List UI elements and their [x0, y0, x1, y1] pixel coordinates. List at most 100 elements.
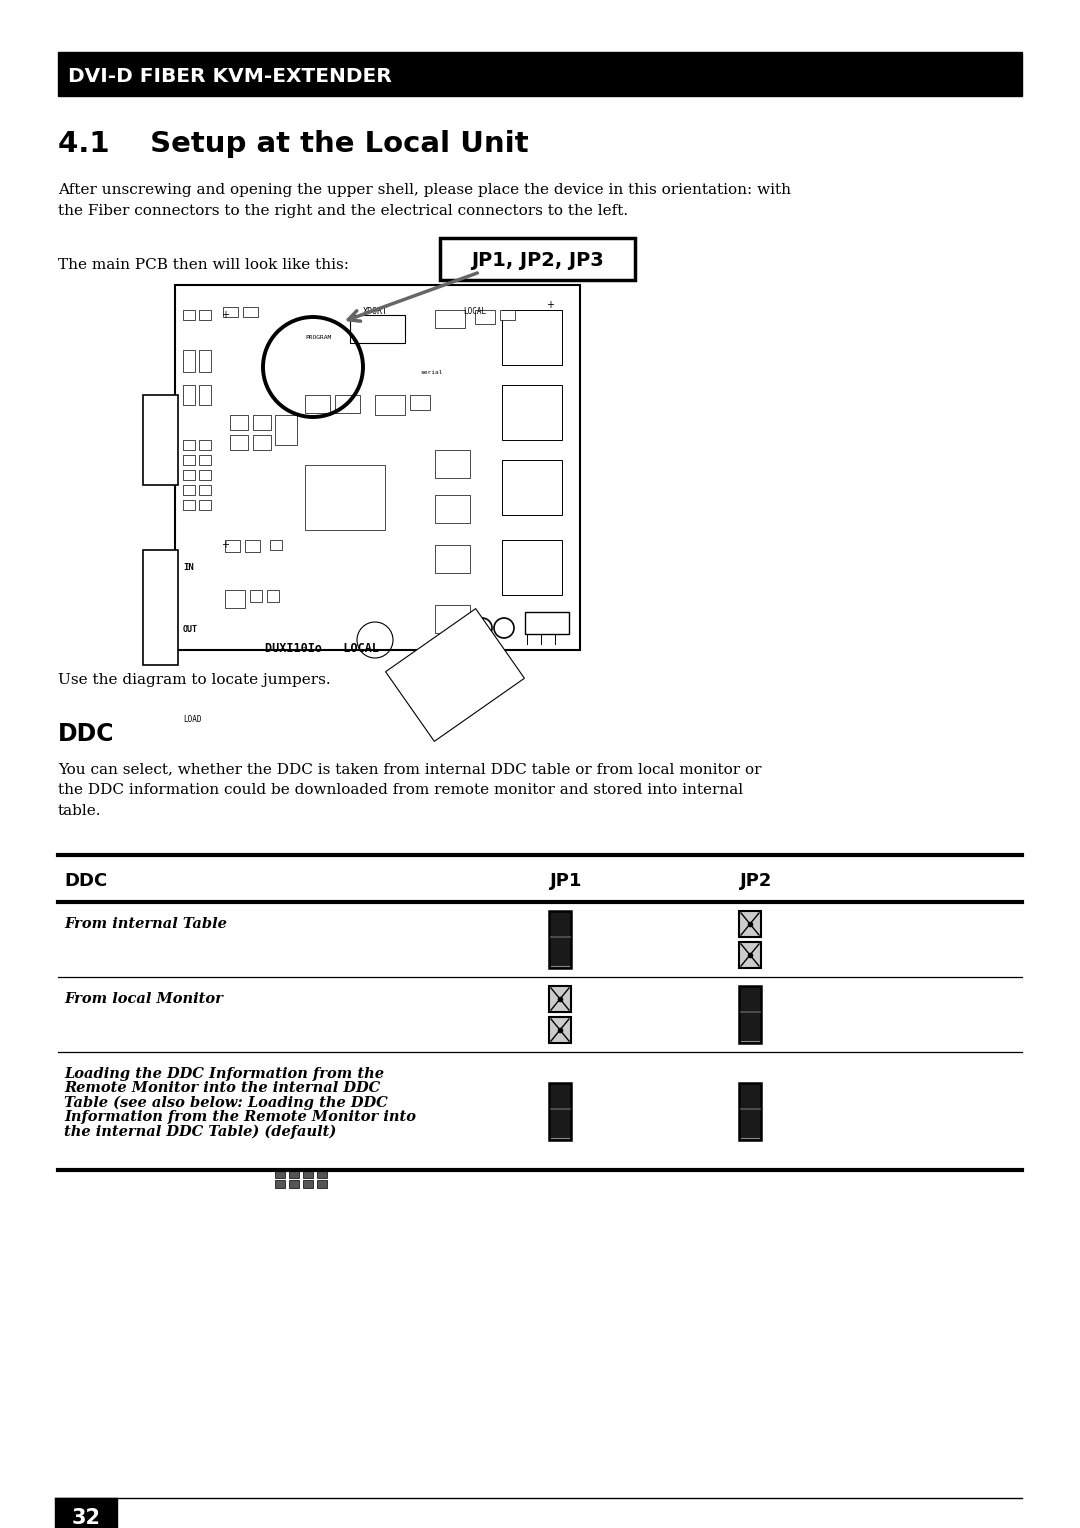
- Bar: [253, 416, 271, 429]
- Bar: [502, 385, 562, 440]
- Bar: [375, 396, 405, 416]
- Bar: [305, 465, 384, 530]
- Text: DDC: DDC: [58, 723, 114, 746]
- Text: LOAD: LOAD: [183, 715, 202, 724]
- Bar: [225, 539, 240, 552]
- Bar: [199, 310, 211, 319]
- Bar: [199, 471, 211, 480]
- Text: After unscrewing and opening the upper shell, please place the device in this or: After unscrewing and opening the upper s…: [58, 183, 791, 219]
- Bar: [270, 539, 282, 550]
- Bar: [289, 1170, 299, 1178]
- Bar: [199, 484, 211, 495]
- Bar: [435, 451, 470, 478]
- Bar: [549, 1018, 571, 1044]
- Text: +: +: [546, 299, 554, 310]
- Bar: [245, 539, 260, 552]
- Bar: [183, 455, 195, 465]
- Bar: [739, 941, 761, 969]
- Bar: [175, 286, 580, 649]
- Text: LOCAL: LOCAL: [463, 307, 486, 316]
- Bar: [183, 500, 195, 510]
- Bar: [435, 545, 470, 573]
- Text: Information from the Remote Monitor into: Information from the Remote Monitor into: [64, 1111, 416, 1125]
- Bar: [440, 238, 635, 280]
- Text: serial: serial: [420, 370, 443, 374]
- Bar: [143, 550, 178, 665]
- Text: XPORT: XPORT: [363, 307, 388, 316]
- Bar: [222, 307, 238, 316]
- Bar: [183, 471, 195, 480]
- Text: DVI-D FIBER KVM-EXTENDER: DVI-D FIBER KVM-EXTENDER: [68, 67, 392, 86]
- Text: From internal Table: From internal Table: [64, 917, 227, 931]
- Bar: [549, 986, 571, 1012]
- Bar: [739, 911, 761, 937]
- Bar: [199, 350, 211, 371]
- Bar: [303, 1170, 313, 1178]
- Bar: [58, 52, 1022, 96]
- Bar: [303, 1180, 313, 1187]
- Bar: [435, 605, 470, 633]
- Bar: [183, 440, 195, 451]
- Bar: [143, 396, 178, 484]
- Bar: [502, 460, 562, 515]
- Bar: [500, 310, 515, 319]
- Text: From local Monitor: From local Monitor: [64, 992, 222, 1005]
- Bar: [183, 484, 195, 495]
- Text: JP2: JP2: [740, 871, 772, 889]
- Bar: [318, 1180, 327, 1187]
- Text: DDC: DDC: [64, 871, 107, 889]
- Text: JP1: JP1: [550, 871, 582, 889]
- Text: OUT: OUT: [183, 625, 198, 634]
- Bar: [305, 396, 330, 413]
- Bar: [199, 440, 211, 451]
- Text: 32: 32: [71, 1508, 100, 1528]
- Bar: [230, 435, 248, 451]
- Bar: [183, 350, 195, 371]
- Bar: [249, 590, 262, 602]
- Text: Table (see also below: Loading the DDC: Table (see also below: Loading the DDC: [64, 1096, 388, 1111]
- Bar: [230, 416, 248, 429]
- Text: Loading the DDC Information from the: Loading the DDC Information from the: [64, 1067, 384, 1080]
- Bar: [475, 310, 495, 324]
- Text: JP1, JP2, JP3: JP1, JP2, JP3: [471, 252, 604, 270]
- Bar: [739, 986, 761, 1044]
- Bar: [275, 416, 297, 445]
- Text: DUXI10Io   LOCAL: DUXI10Io LOCAL: [265, 642, 379, 656]
- Text: +: +: [221, 539, 229, 550]
- Text: 4.1    Setup at the Local Unit: 4.1 Setup at the Local Unit: [58, 130, 528, 157]
- Polygon shape: [386, 608, 525, 741]
- Bar: [55, 1497, 117, 1528]
- Bar: [225, 590, 245, 608]
- Text: +: +: [221, 310, 229, 319]
- Bar: [739, 1082, 761, 1140]
- Text: The main PCB then will look like this:: The main PCB then will look like this:: [58, 258, 349, 272]
- Bar: [267, 590, 279, 602]
- Bar: [199, 455, 211, 465]
- Bar: [199, 500, 211, 510]
- Bar: [525, 613, 569, 634]
- Bar: [549, 1082, 571, 1140]
- Bar: [410, 396, 430, 410]
- Bar: [335, 396, 360, 413]
- Bar: [253, 435, 271, 451]
- Bar: [318, 1170, 327, 1178]
- Bar: [549, 911, 571, 969]
- Bar: [435, 310, 465, 329]
- Bar: [275, 1170, 285, 1178]
- Text: Remote Monitor into the internal DDC: Remote Monitor into the internal DDC: [64, 1082, 380, 1096]
- Bar: [183, 310, 195, 319]
- Bar: [275, 1180, 285, 1187]
- Bar: [350, 315, 405, 342]
- Text: Use the diagram to locate jumpers.: Use the diagram to locate jumpers.: [58, 672, 330, 688]
- Bar: [289, 1180, 299, 1187]
- Text: PROGRAM: PROGRAM: [305, 335, 332, 341]
- Bar: [183, 385, 195, 405]
- Bar: [199, 385, 211, 405]
- Text: IN: IN: [183, 562, 193, 571]
- Bar: [243, 307, 258, 316]
- Text: You can select, whether the DDC is taken from internal DDC table or from local m: You can select, whether the DDC is taken…: [58, 762, 761, 819]
- Bar: [435, 495, 470, 523]
- Text: the internal DDC Table) (default): the internal DDC Table) (default): [64, 1125, 336, 1140]
- Bar: [502, 539, 562, 594]
- Bar: [502, 310, 562, 365]
